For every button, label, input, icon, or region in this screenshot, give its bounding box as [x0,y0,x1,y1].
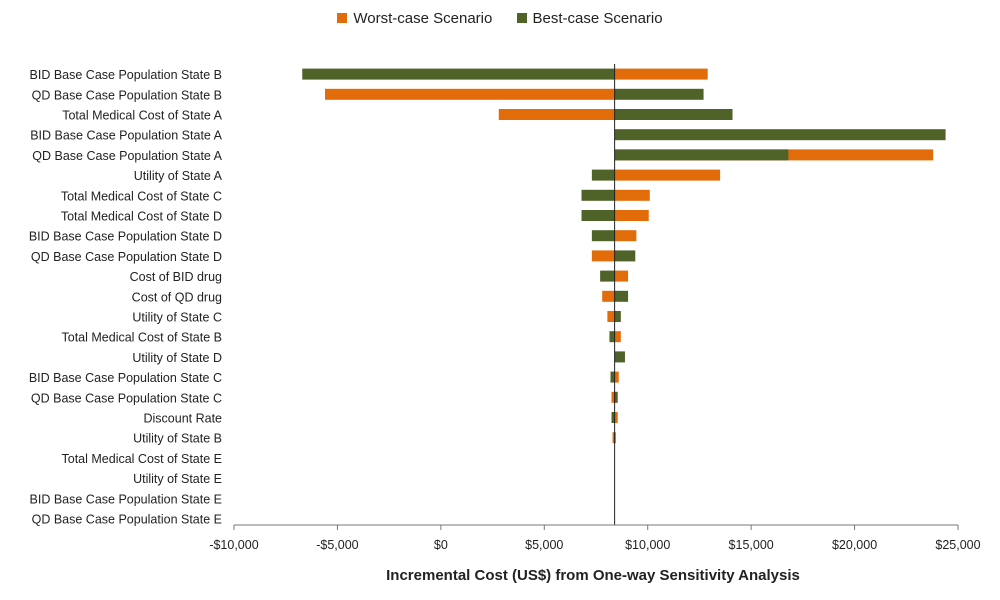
bar-worst-13 [614,331,621,343]
category-label-22: QD Base Case Population State E [32,513,222,527]
category-label-7: Total Medical Cost of State D [61,210,222,224]
bar-best-16 [614,391,618,403]
bar-best-11 [614,290,629,302]
bar-best-14 [614,351,625,363]
bar-best-12 [614,311,621,322]
bar-best-13 [609,331,615,343]
x-tick-label-7: $25,000 [935,538,980,552]
category-label-1: QD Base Case Population State B [32,88,222,102]
legend-item-worst: Worst-case Scenario [337,10,492,27]
bar-best-0 [302,68,615,80]
bar-worst-17 [614,412,618,423]
chart-legend: Worst-case Scenario Best-case Scenario [0,10,1000,27]
bar-worst-6 [614,189,650,201]
bar-best-1 [614,88,704,100]
category-label-21: BID Base Case Population State E [30,492,222,506]
bar-best-9 [614,250,636,262]
bar-worst-12 [607,311,615,322]
bar-best-15 [610,371,615,383]
category-label-2: Total Medical Cost of State A [62,109,222,123]
bar-worst-0 [614,68,708,80]
bar-best-6 [581,189,615,201]
legend-item-best: Best-case Scenario [516,10,663,27]
category-label-16: QD Base Case Population State C [31,391,222,405]
category-label-15: BID Base Case Population State C [29,371,222,385]
legend-label-best: Best-case Scenario [532,10,663,27]
category-label-20: Utility of State E [133,472,222,486]
category-label-11: Cost of QD drug [132,290,222,304]
x-tick-label-2: $0 [434,538,448,552]
bar-worst-1 [325,88,615,100]
x-tick-label-0: -$10,000 [209,538,258,552]
bar-best-18 [614,432,616,444]
bar-worst-9 [591,250,615,262]
bar-worst-2 [498,109,615,120]
category-label-6: Total Medical Cost of State C [61,189,222,203]
bar-best-7 [581,210,615,221]
bar-best-10 [600,270,615,282]
bar-worst-10 [614,270,629,282]
bar-worst-7 [614,210,649,221]
x-tick-label-5: $15,000 [729,538,774,552]
category-label-9: QD Base Case Population State D [31,250,222,264]
bar-best-3 [614,129,946,141]
category-label-19: Total Medical Cost of State E [62,452,223,466]
x-tick-label-6: $20,000 [832,538,877,552]
bar-worst-5 [614,169,721,181]
category-label-8: BID Base Case Population State D [29,230,222,244]
bar-worst-11 [602,290,615,302]
bar-worst-18 [612,432,615,444]
category-label-13: Total Medical Cost of State B [62,331,223,345]
category-label-4: QD Base Case Population State A [32,149,222,163]
legend-swatch-worst [337,13,348,23]
x-tick-label-4: $10,000 [625,538,670,552]
category-label-10: Cost of BID drug [130,270,222,284]
bar-best-17 [611,412,615,423]
category-label-12: Utility of State C [132,311,222,325]
category-label-0: BID Base Case Population State B [30,68,222,82]
bar-worst-16 [611,391,615,403]
bar-best-2 [614,109,733,120]
x-tick-label-1: -$5,000 [316,538,358,552]
legend-label-worst: Worst-case Scenario [353,10,493,27]
bar-worst-15 [614,371,619,383]
category-label-17: Discount Rate [143,412,222,426]
bar-best-8 [591,230,615,242]
x-axis-title: Incremental Cost (US$) from One-way Sens… [386,567,800,584]
category-label-5: Utility of State A [134,169,223,183]
category-label-3: BID Base Case Population State A [30,129,222,143]
category-label-18: Utility of State B [133,432,222,446]
bar-worst-8 [614,230,637,242]
bar-best-4 [614,149,789,161]
bar-best-5 [591,169,615,181]
x-tick-label-3: $5,000 [525,538,563,552]
legend-swatch-best [516,13,527,23]
category-label-14: Utility of State D [132,351,222,365]
